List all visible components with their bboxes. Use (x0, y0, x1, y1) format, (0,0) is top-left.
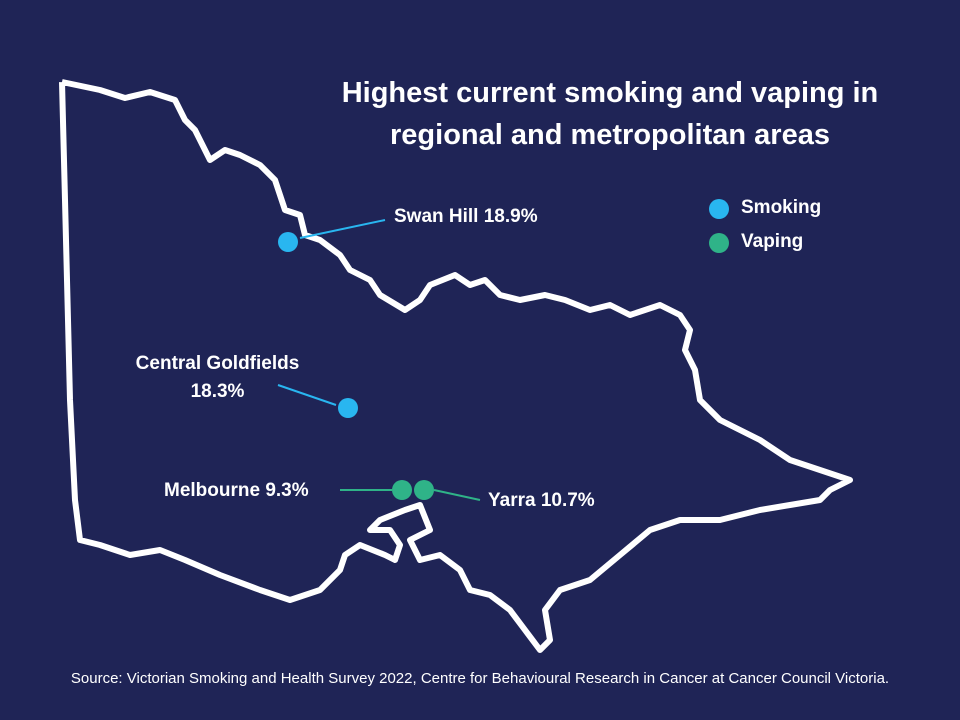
leader-line (433, 489, 481, 501)
legend-label: Smoking (741, 197, 822, 218)
marker-label: Yarra 10.7% (488, 490, 595, 511)
marker (392, 480, 412, 500)
marker-label: Melbourne 9.3% (164, 480, 309, 501)
marker-label: Swan Hill 18.9% (394, 206, 538, 227)
marker (278, 232, 298, 252)
title: Highest current smoking and vaping in re… (341, 77, 879, 151)
marker-label: Central Goldfields 18.3% (135, 353, 300, 402)
leader-line (299, 219, 386, 239)
legend-label: Vaping (741, 231, 804, 252)
marker (414, 480, 434, 500)
legend-swatch (709, 233, 729, 253)
legend-swatch (709, 199, 729, 219)
source: Source: Victorian Smoking and Health Sur… (70, 670, 890, 687)
leader-line (277, 384, 337, 406)
victoria-outline (59, 79, 853, 653)
marker (338, 398, 358, 418)
